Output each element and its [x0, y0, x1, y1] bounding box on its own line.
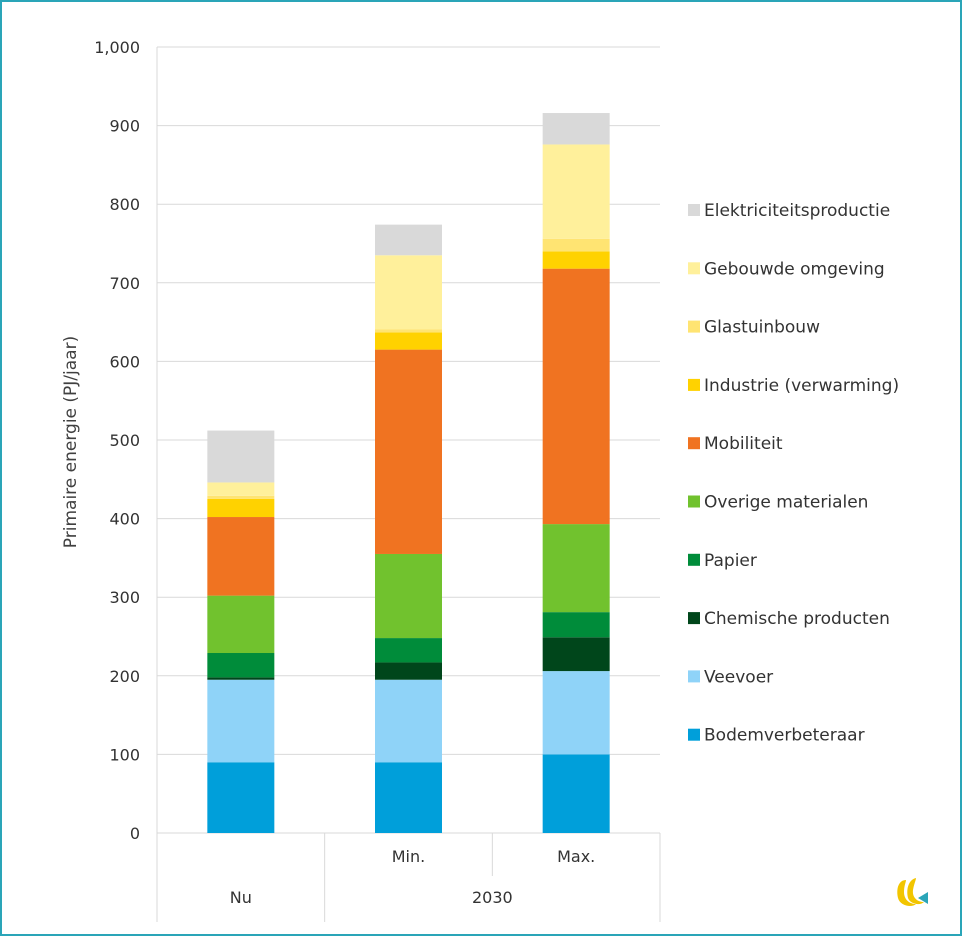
y-tick-label: 600: [109, 352, 140, 371]
bar-segment-overige-materialen: [542, 524, 610, 613]
bar-segment-industrie-verwarming: [375, 332, 442, 350]
legend-swatch: [688, 437, 700, 450]
legend-label: Industrie (verwarming): [704, 376, 899, 396]
y-tick-label: 400: [109, 510, 140, 529]
legend-label: Glastuinbouw: [704, 318, 820, 338]
bar-segment-glastuinbouw: [207, 495, 275, 499]
legend-label: Gebouwde omgeving: [704, 259, 885, 279]
bar-segment-elektriciteitsproductie: [207, 430, 275, 483]
y-tick-label: 700: [109, 274, 140, 293]
legend-label: Chemische producten: [704, 609, 890, 629]
bar-segment-gebouwde-omgeving: [375, 255, 442, 330]
bar-segment-overige-materialen: [375, 553, 442, 639]
bar-segment-chemische-producten: [375, 662, 442, 680]
legend-label: Papier: [704, 551, 757, 571]
bar-segment-gebouwde-omgeving: [207, 482, 275, 496]
bar-segment-chemische-producten: [542, 637, 610, 672]
legend-label: Mobiliteit: [704, 434, 783, 454]
bar-segment-elektriciteitsproductie: [542, 113, 610, 145]
bar-segment-veevoer: [375, 679, 442, 763]
y-axis-tick-labels: 0 100 200 300 400 500 600 700 800 900 1,000: [94, 38, 140, 843]
legend: Elektriciteitsproductie Gebouwde omgeving…: [688, 201, 899, 746]
y-tick-label: 1,000: [94, 38, 140, 57]
bar-segment-veevoer: [207, 679, 275, 763]
y-tick-label: 800: [109, 195, 140, 214]
bar-segment-bodemverbeteraar: [375, 762, 442, 833]
x-category-label: Max.: [557, 847, 595, 866]
y-tick-label: 500: [109, 431, 140, 450]
bar-segment-papier: [375, 638, 442, 663]
company-logo-icon: [897, 878, 928, 906]
legend-label: Overige materialen: [704, 493, 868, 513]
bar-segment-gebouwde-omgeving: [542, 144, 610, 239]
bar-segment-mobiliteit: [207, 517, 275, 596]
bar-segment-mobiliteit: [542, 268, 610, 525]
legend-swatch: [688, 553, 700, 566]
legend-swatch: [688, 670, 700, 683]
legend-swatch: [688, 495, 700, 508]
y-tick-label: 200: [109, 667, 140, 686]
legend-swatch: [688, 262, 700, 275]
bar-segment-chemische-producten: [207, 677, 275, 680]
bar-segment-elektriciteitsproductie: [375, 224, 442, 256]
bar-segment-papier: [207, 653, 275, 678]
legend-swatch: [688, 320, 700, 333]
bar-segment-mobiliteit: [375, 349, 442, 554]
bar-segment-veevoer: [542, 671, 610, 755]
x-category-label: Min.: [392, 847, 425, 866]
legend-swatch: [688, 378, 700, 391]
bar-segment-overige-materialen: [207, 595, 275, 654]
legend-swatch: [688, 204, 700, 216]
legend-swatch: [688, 612, 700, 625]
bar-segment-bodemverbeteraar: [542, 754, 610, 833]
bar-segment-glastuinbouw: [375, 329, 442, 333]
x-axis: Nu 2030 Min. Max.: [156, 833, 661, 922]
bars: [207, 113, 610, 833]
y-tick-label: 100: [109, 745, 140, 764]
bar-segment-industrie-verwarming: [542, 251, 610, 269]
y-tick-label: 300: [109, 588, 140, 607]
y-tick-label: 0: [130, 824, 140, 843]
bar-segment-bodemverbeteraar: [207, 762, 275, 833]
bar-segment-glastuinbouw: [542, 238, 610, 252]
legend-swatch: [688, 728, 700, 741]
legend-label: Bodemverbeteraar: [704, 726, 865, 746]
legend-label: Veevoer: [704, 667, 773, 687]
y-tick-label: 900: [109, 117, 140, 136]
x-group-label: 2030: [472, 888, 513, 907]
bar-segment-industrie-verwarming: [207, 498, 275, 518]
bar-segment-papier: [542, 612, 610, 638]
legend-label: Elektriciteitsproductie: [704, 201, 890, 221]
y-axis-title: Primaire energie (PJ/jaar): [61, 336, 81, 548]
x-group-label: Nu: [230, 888, 252, 907]
